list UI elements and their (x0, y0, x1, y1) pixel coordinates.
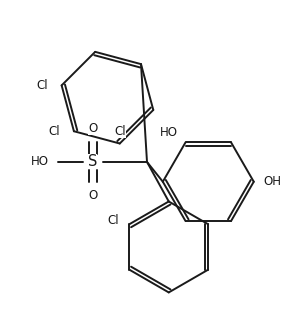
Text: O: O (88, 189, 97, 202)
Text: Cl: Cl (36, 79, 48, 92)
Text: Cl: Cl (114, 125, 126, 138)
Text: Cl: Cl (48, 125, 60, 138)
Text: HO: HO (31, 156, 49, 168)
Text: O: O (88, 122, 97, 135)
Text: OH: OH (264, 175, 282, 188)
Text: S: S (88, 154, 97, 169)
Text: Cl: Cl (108, 214, 120, 227)
Text: HO: HO (160, 126, 178, 139)
